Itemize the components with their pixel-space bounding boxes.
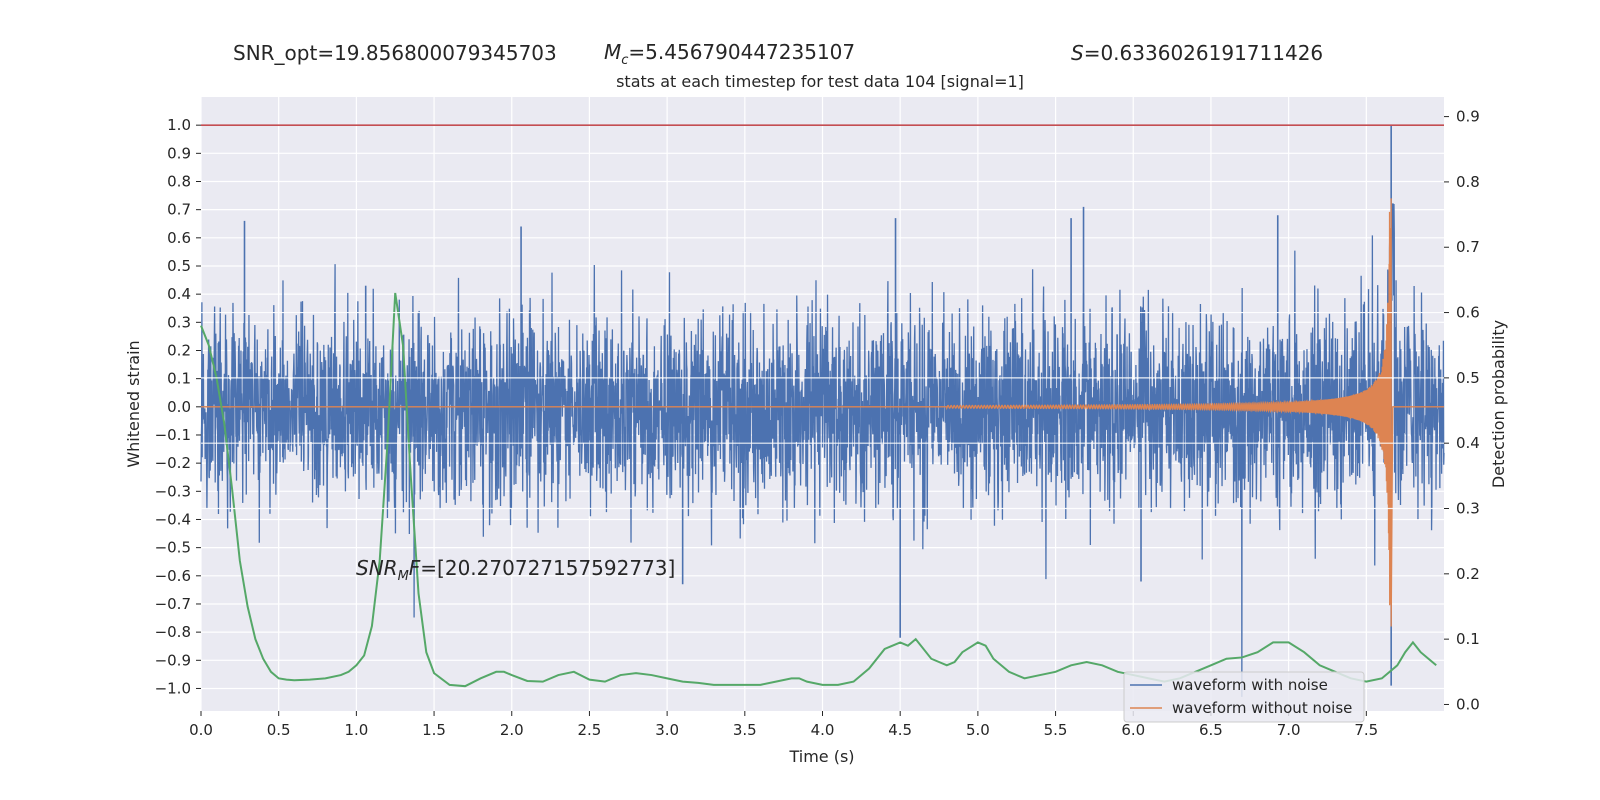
snr-mf-symbol-2: F [409, 556, 421, 580]
y-left-tick-label: −0.1 [155, 426, 191, 444]
y-axis-right-ticks: 0.9 0.8 0.7 0.6 0.5 0.4 0.3 0.2 0.1 0.0 [1444, 108, 1480, 713]
x-tick-label: 0.5 [267, 721, 291, 739]
y-left-tick-label: −0.3 [155, 482, 191, 500]
x-tick-label: 3.0 [655, 721, 679, 739]
y-left-tick-label: −0.2 [155, 454, 191, 472]
y-right-tick-label: 0.3 [1456, 500, 1480, 518]
snr-mf-symbol: SNR [356, 556, 398, 580]
y-left-tick-label: 0.7 [167, 201, 191, 219]
y-left-tick-label: −0.4 [155, 510, 191, 528]
y-right-tick-label: 0.1 [1456, 630, 1480, 648]
snr-mf-subscript: M [398, 569, 409, 584]
y-left-tick-label: −0.9 [155, 651, 191, 669]
detection-probability-line [200, 292, 1437, 688]
x-tick-label: 0.0 [189, 721, 213, 739]
mc-value: =5.456790447235107 [628, 40, 855, 64]
x-tick-label: 4.5 [888, 721, 912, 739]
y-left-tick-label: −0.5 [155, 539, 191, 557]
y-left-tick-label: 0.1 [167, 370, 191, 388]
mc-text: Mc=5.456790447235107 [604, 40, 855, 68]
y-right-tick-label: 0.9 [1456, 108, 1480, 126]
s-text: S=0.6336026191711426 [1071, 41, 1323, 65]
legend-box [1123, 671, 1365, 723]
legend: waveform with noise waveform without noi… [1123, 671, 1365, 723]
x-tick-label: 1.5 [422, 721, 446, 739]
y-axis-right-label: Detection probability [1489, 320, 1508, 488]
y-left-tick-label: 1.0 [167, 116, 191, 134]
y-left-tick-label: 0.9 [167, 144, 191, 162]
y-left-tick-label: 0.8 [167, 172, 191, 190]
y-left-tick-label: −0.8 [155, 623, 191, 641]
legend-label-noise: waveform with noise [1172, 676, 1328, 694]
x-tick-label: 6.0 [1121, 721, 1145, 739]
snr-mf-annotation: SNRMF=[20.270727157592773] [356, 556, 675, 584]
legend-label-clean: waveform without noise [1172, 699, 1352, 717]
y-left-tick-label: 0.4 [167, 285, 191, 303]
y-right-tick-label: 0.8 [1456, 173, 1480, 191]
y-right-tick-label: 0.6 [1456, 304, 1480, 322]
x-tick-label: 7.5 [1354, 721, 1378, 739]
y-left-tick-label: 0.3 [167, 313, 191, 331]
y-left-tick-label: −0.6 [155, 567, 191, 585]
y-right-tick-label: 0.5 [1456, 369, 1480, 387]
mc-symbol: M [604, 40, 621, 64]
y-left-tick-label: 0.6 [167, 229, 191, 247]
x-tick-label: 3.5 [733, 721, 757, 739]
series-waveform-without-noise [201, 198, 1444, 627]
y-right-tick-label: 0.4 [1456, 434, 1480, 452]
x-tick-label: 5.5 [1044, 721, 1068, 739]
chart-title: stats at each timestep for test data 104… [616, 72, 1024, 91]
y-axis-left-label: Whitened strain [124, 340, 143, 467]
x-tick-label: 1.0 [344, 721, 368, 739]
y-left-tick-label: −0.7 [155, 595, 191, 613]
clean-waveform-line [201, 198, 1444, 627]
y-left-tick-label: 0.2 [167, 341, 191, 359]
y-axis-left-ticks: 1.0 0.9 0.8 0.7 0.6 0.5 0.4 0.3 0.2 0.1 0.0 −0.1 −0.… [155, 116, 201, 697]
x-tick-label: 6.5 [1199, 721, 1223, 739]
series-detection-probability [200, 292, 1437, 688]
s-symbol: S [1071, 41, 1084, 65]
y-left-tick-label: 0.5 [167, 257, 191, 275]
x-tick-label: 7.0 [1277, 721, 1301, 739]
x-tick-label: 4.0 [811, 721, 835, 739]
y-left-tick-label: 0.0 [167, 398, 191, 416]
x-tick-label: 2.5 [578, 721, 602, 739]
y-right-tick-label: 0.0 [1456, 695, 1480, 713]
stats-header: SNR_opt=19.856800079345703 Mc=5.45679044… [233, 40, 1323, 68]
y-right-tick-label: 0.7 [1456, 238, 1480, 256]
snr-mf-value: =[20.270727157592773] [420, 556, 675, 580]
y-right-tick-label: 0.2 [1456, 565, 1480, 583]
x-tick-label: 5.0 [966, 721, 990, 739]
x-axis-label: Time (s) [788, 747, 854, 766]
mc-subscript: c [621, 53, 628, 68]
y-left-tick-label: −1.0 [155, 679, 191, 697]
s-value: =0.6336026191711426 [1084, 41, 1323, 65]
snr-opt-text: SNR_opt=19.856800079345703 [233, 41, 557, 65]
x-tick-label: 2.0 [500, 721, 524, 739]
right-axis-grid [201, 311, 1444, 510]
x-axis-ticks: 0.0 0.5 1.0 1.5 2.0 2.5 3.0 3.5 4.0 4.5 5.0 5.5 6.0 6… [189, 711, 1378, 739]
